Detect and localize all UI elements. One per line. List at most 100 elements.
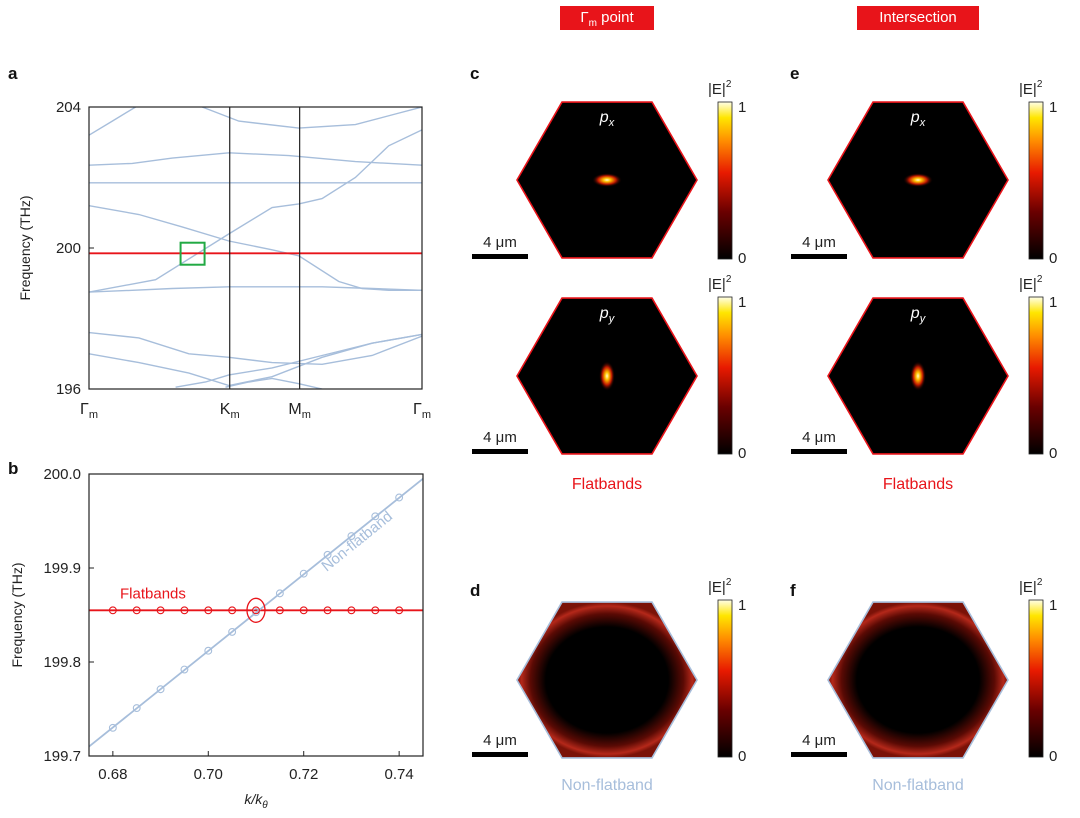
band-1 xyxy=(89,152,422,166)
field-hexagon-edge xyxy=(516,601,698,759)
colorbar-label-main: |E| xyxy=(708,81,726,98)
mode-label: px xyxy=(599,109,615,129)
data-point xyxy=(371,512,380,521)
series-lines xyxy=(88,477,424,748)
colorbar-label-power: 2 xyxy=(726,79,732,90)
gamma-sub: m xyxy=(588,18,597,29)
gamma-point-header: Γm point xyxy=(560,6,654,30)
colorbar xyxy=(1028,296,1044,455)
x-tick-label: 0.70 xyxy=(194,766,223,783)
colorbar-label-power: 2 xyxy=(726,274,732,285)
colorbar-label-main: |E| xyxy=(1019,81,1037,98)
x-axis-label-sub: θ xyxy=(262,800,268,811)
data-point xyxy=(156,685,165,694)
colorbar-label-power: 2 xyxy=(1037,274,1043,285)
band-curves xyxy=(89,107,422,389)
field-hexagon-edge xyxy=(827,601,1009,759)
panel-letter-f: f xyxy=(790,581,796,600)
intersection-marker xyxy=(246,597,266,623)
colorbar-max: 1 xyxy=(1049,597,1057,614)
gamma-symbol: Γ xyxy=(580,9,589,26)
data-point xyxy=(371,606,380,615)
y-tick-label: 196 xyxy=(56,381,81,398)
colorbar-label: |E|2 xyxy=(708,274,732,293)
y-ticks-a: 196 200 204 xyxy=(56,99,94,398)
nonflatband-caption: Non-flatband xyxy=(561,777,653,794)
scale-bar xyxy=(791,752,847,757)
field-hotspot xyxy=(592,173,622,187)
data-point xyxy=(204,606,213,615)
scale-bar xyxy=(472,752,528,757)
colorbar-label: |E|2 xyxy=(1019,577,1043,596)
x-ticks-a: Γm Km Mm Γm xyxy=(80,401,431,421)
panel-letter-c: c xyxy=(470,64,479,83)
colorbar-label: |E|2 xyxy=(1019,274,1043,293)
x-tick-sub: m xyxy=(302,409,311,421)
data-point xyxy=(132,606,141,615)
series-points xyxy=(108,493,404,732)
x-tick-label: 0.74 xyxy=(385,766,414,783)
colorbar-max: 1 xyxy=(738,99,746,116)
x-tick-sub: m xyxy=(230,409,239,421)
zoom-chart: 199.7 199.8 199.9 200.0 0.68 0.70 0.72 0.74 Fr… xyxy=(9,466,424,811)
band-5 xyxy=(89,286,422,293)
x-tick-main: K xyxy=(220,401,231,418)
data-point xyxy=(347,532,356,540)
mode-label: py xyxy=(599,305,616,325)
x-ticks-b: 0.68 0.70 0.72 0.74 xyxy=(98,751,414,783)
panel-letter-d: d xyxy=(470,581,480,600)
colorbar-label-main: |E| xyxy=(1019,276,1037,293)
y-axis-label-b: Frequency (THz) xyxy=(9,562,25,667)
mode-label-main: p xyxy=(599,305,609,322)
scale-bar-label: 4 μm xyxy=(483,732,517,749)
colorbar-min: 0 xyxy=(1049,748,1057,765)
data-point xyxy=(228,606,237,615)
x-tick-main: M xyxy=(288,401,301,418)
x-tick-label: 0.72 xyxy=(289,766,318,783)
plot-frame-b xyxy=(88,473,424,757)
zoom-box xyxy=(179,241,206,266)
y-tick-label: 199.9 xyxy=(43,560,81,577)
colorbar xyxy=(717,599,733,758)
data-point xyxy=(108,723,117,732)
scale-bar-label: 4 μm xyxy=(802,732,836,749)
intersection-label: Intersection xyxy=(879,9,957,26)
colorbar-label-main: |E| xyxy=(708,579,726,596)
y-tick-label: 200 xyxy=(56,240,81,257)
data-point xyxy=(323,550,332,559)
legend-non-flatband: Non-flatband xyxy=(318,508,395,575)
x-tick-sub: m xyxy=(89,409,98,421)
mode-label-main: p xyxy=(910,109,920,126)
series-line-1 xyxy=(88,477,424,748)
colorbar-label-power: 2 xyxy=(1037,79,1043,90)
gamma-suffix: point xyxy=(596,9,634,26)
x-tick-label: Γm xyxy=(413,401,431,421)
field-hotspot xyxy=(903,173,933,187)
data-point xyxy=(180,665,189,674)
colorbar-min: 0 xyxy=(738,748,746,765)
scale-bar xyxy=(791,449,847,454)
symmetry-lines xyxy=(229,107,301,389)
data-point xyxy=(132,704,141,713)
colorbar xyxy=(717,296,733,455)
data-point xyxy=(108,606,117,615)
colorbar-label-power: 2 xyxy=(1037,577,1043,588)
scale-bar-label: 4 μm xyxy=(802,429,836,446)
mode-label-sub: x xyxy=(608,117,615,129)
field-hotspot xyxy=(599,361,615,391)
colorbar xyxy=(1028,599,1044,758)
colorbar-min: 0 xyxy=(1049,445,1057,462)
mode-label-sub: y xyxy=(919,313,927,325)
scale-bar xyxy=(791,254,847,259)
panel-letter-b: b xyxy=(8,459,18,478)
scale-bar xyxy=(472,449,528,454)
colorbar-label: |E|2 xyxy=(708,577,732,596)
colorbar xyxy=(1028,101,1044,260)
field-hotspot xyxy=(910,361,926,391)
data-point xyxy=(323,606,332,615)
scale-bar xyxy=(472,254,528,259)
data-point xyxy=(299,606,308,615)
colorbar-label-power: 2 xyxy=(726,577,732,588)
colorbar-max: 1 xyxy=(738,597,746,614)
